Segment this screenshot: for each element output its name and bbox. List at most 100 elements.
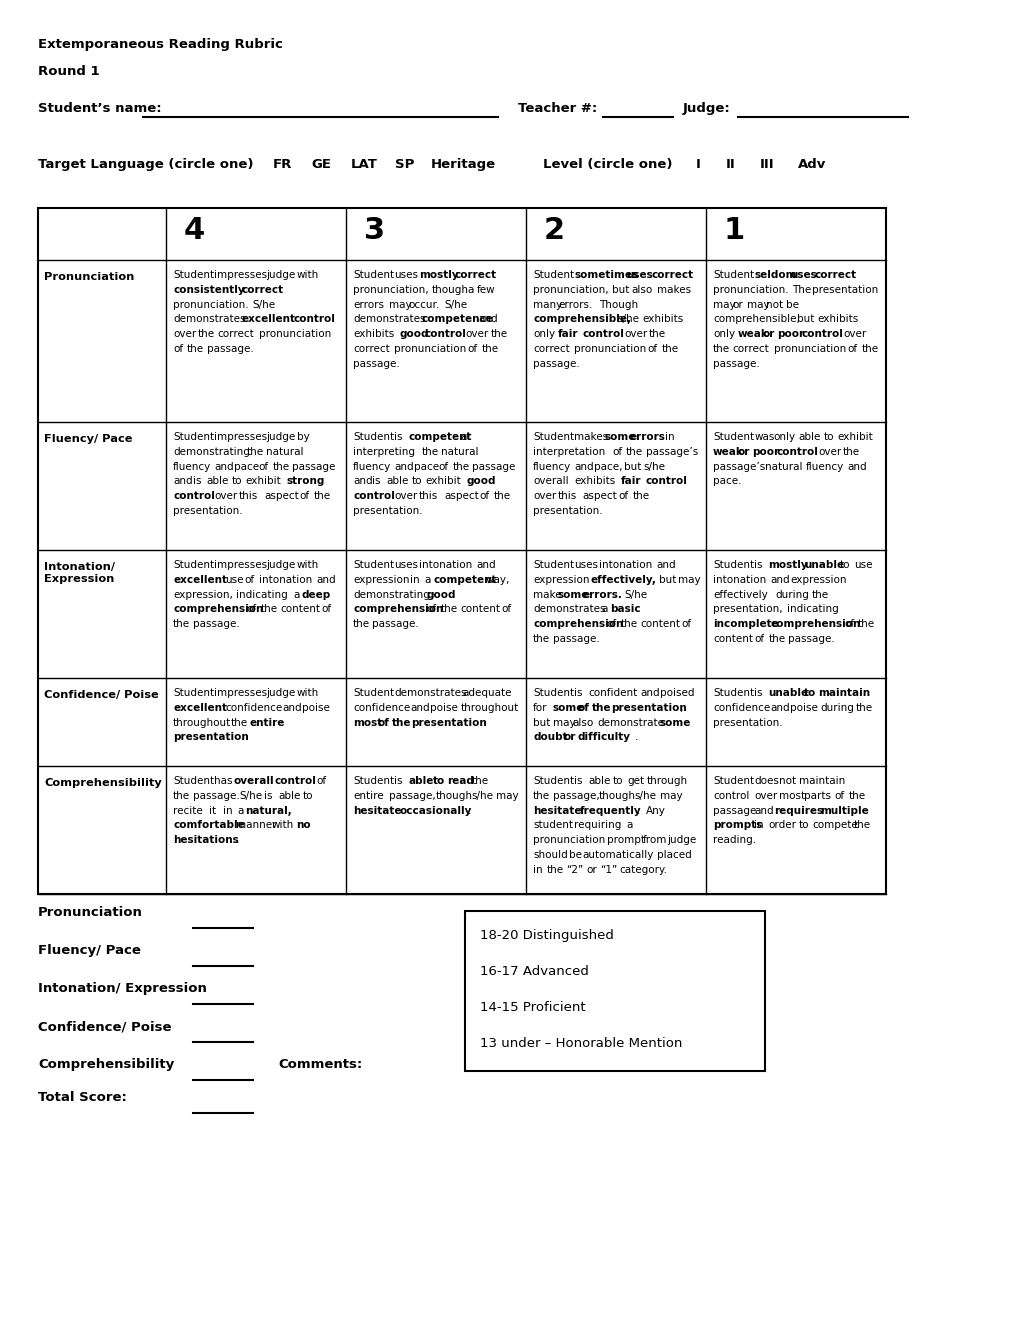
Text: also: also [572,718,593,727]
Text: automatically: automatically [582,850,653,861]
Text: at: at [460,432,471,442]
Text: was: was [753,432,773,442]
Text: most: most [779,791,804,801]
Text: demonstrates: demonstrates [393,688,467,698]
Text: and: and [478,314,498,325]
Text: aspect: aspect [582,491,616,502]
Text: Though: Though [598,300,638,310]
Text: Comments:: Comments: [278,1059,362,1071]
Text: unable: unable [767,688,808,698]
Text: impresses: impresses [214,271,267,280]
Text: control: control [712,791,749,801]
Text: poise: poise [302,702,329,713]
Text: uses: uses [789,271,816,280]
Text: natural: natural [266,446,304,457]
Text: pronunciation: pronunciation [259,329,330,339]
Text: impresses: impresses [214,560,267,570]
Text: a: a [468,285,474,294]
Text: 2: 2 [543,216,565,246]
Text: good: good [399,329,429,339]
Text: judge: judge [266,560,296,570]
Text: judge: judge [266,271,296,280]
Text: confident: confident [588,688,637,698]
Text: Student: Student [353,432,393,442]
Text: good: good [426,590,455,599]
Text: able: able [386,477,409,486]
Text: some: some [552,702,583,713]
Text: only: only [712,329,735,339]
Text: Heritage: Heritage [431,158,495,172]
Text: most: most [353,718,382,727]
Text: control: control [776,446,818,457]
Text: demonstrates: demonstrates [173,314,246,325]
Text: over: over [214,491,237,502]
Text: intonation: intonation [419,560,472,570]
Text: exhibit: exhibit [246,477,281,486]
Text: of: of [316,776,326,785]
Text: this: this [419,491,438,502]
Text: fluency: fluency [173,462,211,471]
Text: manner: manner [235,821,276,830]
Text: but: but [533,718,550,727]
Text: the: the [490,329,507,339]
Text: .: . [637,805,640,816]
Text: and: and [353,477,372,486]
Text: may: may [388,300,411,310]
Text: fluency: fluency [353,462,391,471]
Text: control: control [424,329,466,339]
Text: over: over [173,329,196,339]
Text: presentation.: presentation. [533,506,602,516]
Text: a: a [293,590,300,599]
Text: pronunciation,: pronunciation, [533,285,608,294]
Text: the: the [661,345,679,354]
Text: pace,: pace, [593,462,622,471]
Text: “1”: “1” [599,865,616,875]
Text: some: some [604,432,635,442]
Text: with: with [297,688,319,698]
Text: or: or [732,300,743,310]
Text: 3: 3 [364,216,385,246]
Text: maintain: maintain [798,776,844,785]
Text: excellent: excellent [173,574,227,585]
Text: requires: requires [772,805,822,816]
Text: fluency: fluency [533,462,571,471]
Text: should: should [533,850,568,861]
Text: strong: strong [286,477,325,486]
Text: of: of [173,345,183,354]
Text: Total Score:: Total Score: [38,1092,126,1104]
Text: able: able [798,432,820,442]
Text: of: of [247,605,257,614]
Text: and: and [753,805,773,816]
Text: good: good [467,477,496,486]
Text: by: by [297,432,309,442]
Text: to: to [612,776,623,785]
Text: comprehension: comprehension [173,605,263,614]
Text: LAT: LAT [351,158,377,172]
Text: Student: Student [533,776,574,785]
Text: passage.: passage. [787,634,834,644]
Text: deep: deep [302,590,331,599]
Text: presentation: presentation [610,702,686,713]
Bar [38,209,886,894]
Text: control: control [645,477,687,486]
Text: of: of [681,619,691,630]
Text: the: the [230,718,248,727]
Text: expression,: expression, [173,590,232,599]
Text: passage’s: passage’s [645,446,697,457]
Text: is: is [753,560,762,570]
Text: impresses: impresses [214,432,267,442]
Text: 16-17 Advanced: 16-17 Advanced [480,965,588,978]
Text: Pronunciation: Pronunciation [38,906,143,919]
Text: and: and [316,574,335,585]
Text: over: over [533,491,555,502]
Text: of: of [847,345,857,354]
Text: over: over [842,329,865,339]
Text: expression: expression [789,574,846,585]
Text: of: of [618,491,628,502]
Text: to: to [798,821,808,830]
Text: fair: fair [621,477,641,486]
Text: of: of [577,702,589,713]
Text: hesitate: hesitate [353,805,401,816]
Text: and: and [410,702,430,713]
Text: Student: Student [533,271,574,280]
